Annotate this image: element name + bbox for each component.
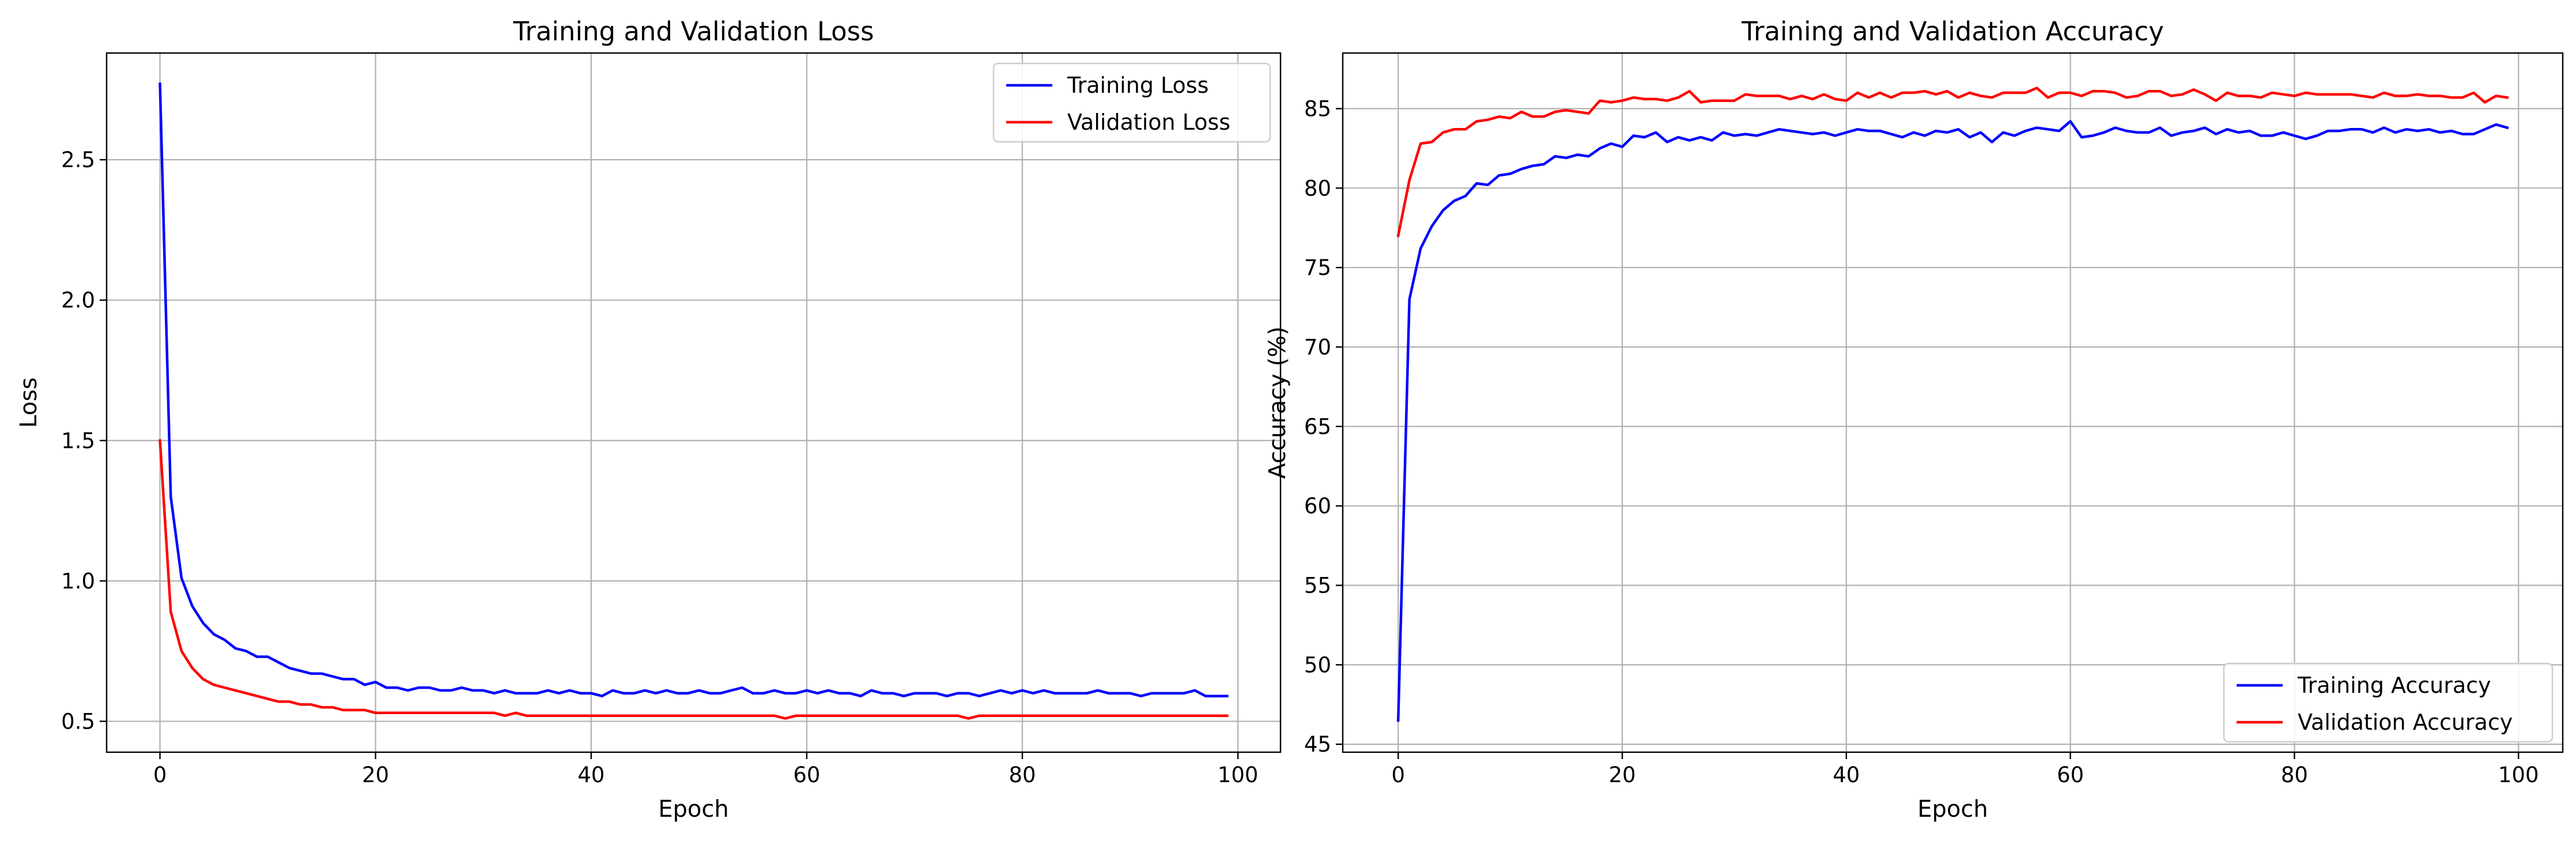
chart-2-series-2-line (1396, 86, 2509, 237)
chart-1-title: Training and Validation Loss (512, 16, 874, 47)
chart-1-ytick-label-0: 0.5 (61, 709, 95, 734)
chart-1: 0 20 40 60 80 100 0.5 1.0 1.5 2.0 2.5 Training and … (16, 16, 1282, 823)
chart-2-plot-frame (1342, 52, 2564, 753)
chart-1-xtick-label-5: 100 (1218, 763, 1259, 787)
chart-1-ytick-label-1: 1.0 (61, 569, 95, 594)
chart-1-legend: Training Loss Validation Loss (992, 62, 1271, 143)
chart-2-ytick-label-7: 80 (1304, 176, 1331, 201)
chart-2-ytick-label-5: 70 (1304, 335, 1331, 360)
chart-2-ytick-label-6: 75 (1304, 255, 1331, 280)
chart-2-xtick-label-1: 20 (1608, 763, 1636, 787)
chart-1-series-1-line (158, 82, 1229, 697)
chart-1-plot-frame (105, 52, 1282, 753)
chart-1-legend-box (992, 62, 1271, 143)
chart-1-ytick-label-3: 2.0 (61, 288, 95, 313)
chart-2-legend: Training Accuracy Validation Accuracy (2223, 662, 2554, 743)
chart-2-ytick-label-8: 85 (1304, 96, 1331, 121)
chart-2-ytick-label-4: 65 (1304, 414, 1331, 439)
chart-1-xtick-label-1: 20 (362, 763, 389, 787)
chart-1-ylabel: Loss (16, 378, 42, 428)
chart-2-xtick-label-5: 100 (2498, 763, 2539, 787)
chart-1-xtick-label-4: 80 (1009, 763, 1036, 787)
chart-1-xlabel: Epoch (658, 796, 728, 823)
chart-1-xtick-label-3: 60 (793, 763, 820, 787)
chart-2-xtick-label-4: 80 (2281, 763, 2308, 787)
chart-1-legend-label-2: Validation Loss (1067, 110, 1230, 135)
chart-2-ytick-label-1: 50 (1304, 652, 1331, 677)
chart-1-legend-label-1: Training Loss (1067, 73, 1208, 98)
chart-2-xtick-label-2: 40 (1833, 763, 1860, 787)
chart-2-legend-label-2: Validation Accuracy (2298, 710, 2513, 735)
chart-2-legend-label-1: Training Accuracy (2297, 673, 2491, 698)
chart-2-ytick-label-3: 60 (1304, 494, 1331, 519)
chart-2: 0 20 40 60 80 100 45 50 55 60 65 70 75 80 85 Training a… (1264, 16, 2564, 823)
chart-2-xlabel: Epoch (1917, 796, 1988, 823)
chart-1-series-2-line (158, 439, 1229, 720)
chart-2-xtick-label-3: 60 (2057, 763, 2084, 787)
chart-2-ylabel: Accuracy (%) (1264, 326, 1291, 479)
chart-2-ytick-label-2: 55 (1304, 574, 1331, 598)
chart-1-ytick-label-2: 1.5 (61, 428, 95, 453)
chart-2-legend-box (2223, 662, 2554, 743)
chart-2-xtick-label-0: 0 (1391, 763, 1405, 787)
chart-1-xtick-label-2: 40 (577, 763, 605, 787)
chart-2-ytick-label-0: 45 (1304, 732, 1331, 757)
chart-2-series-1-line (1396, 120, 2509, 722)
chart-1-xtick-label-0: 0 (153, 763, 167, 787)
chart-1-ytick-label-4: 2.5 (61, 148, 95, 172)
chart-2-title: Training and Validation Accuracy (1741, 16, 2164, 47)
